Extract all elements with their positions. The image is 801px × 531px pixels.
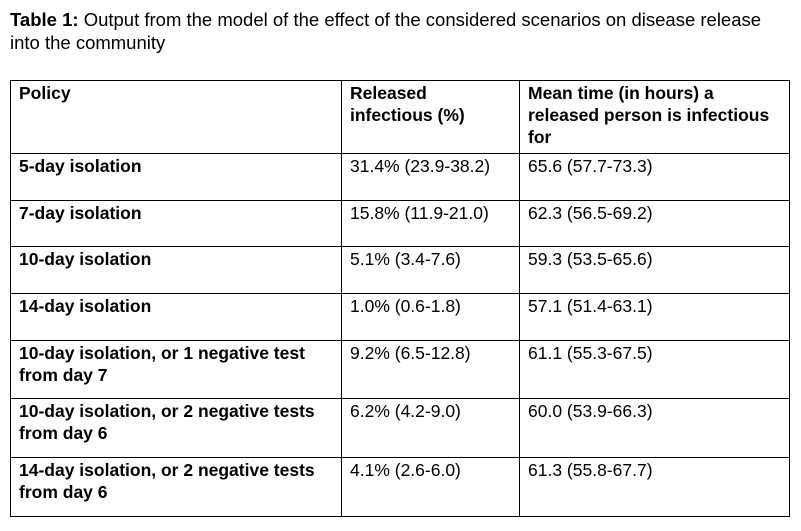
released-cell: 1.0% (0.6-1.8): [341, 293, 520, 341]
table-header-row: Policy Released infectious (%) Mean time…: [10, 80, 790, 154]
caption-text: Output from the model of the effect of t…: [10, 9, 762, 53]
released-cell: 9.2% (6.5-12.8): [341, 340, 520, 399]
header-mean-time: Mean time (in hours) a released person i…: [519, 80, 790, 154]
table-caption: Table 1: Output from the model of the ef…: [10, 8, 790, 54]
mean-time-cell: 65.6 (57.7-73.3): [519, 153, 790, 201]
mean-time-cell: 60.0 (53.9-66.3): [519, 398, 790, 458]
released-cell: 15.8% (11.9-21.0): [341, 200, 520, 247]
policy-cell: 10-day isolation, or 2 negative tests fr…: [10, 398, 342, 458]
policy-cell: 7-day isolation: [10, 200, 342, 247]
mean-time-cell: 62.3 (56.5-69.2): [519, 200, 790, 247]
mean-time-cell: 61.3 (55.8-67.7): [519, 457, 790, 517]
mean-time-cell: 57.1 (51.4-63.1): [519, 293, 790, 341]
policy-cell: 14-day isolation: [10, 293, 342, 341]
header-released-infectious: Released infectious (%): [341, 80, 520, 154]
released-cell: 5.1% (3.4-7.6): [341, 246, 520, 294]
policy-cell: 14-day isolation, or 2 negative tests fr…: [10, 457, 342, 517]
policy-cell: 5-day isolation: [10, 153, 342, 201]
table-row: 5-day isolation 31.4% (23.9-38.2) 65.6 (…: [10, 153, 790, 201]
released-cell: 6.2% (4.2-9.0): [341, 398, 520, 458]
released-cell: 31.4% (23.9-38.2): [341, 153, 520, 201]
table-row: 7-day isolation 15.8% (11.9-21.0) 62.3 (…: [10, 200, 790, 247]
table-row: 14-day isolation, or 2 negative tests fr…: [10, 457, 790, 517]
mean-time-cell: 59.3 (53.5-65.6): [519, 246, 790, 294]
table-row: 14-day isolation 1.0% (0.6-1.8) 57.1 (51…: [10, 293, 790, 341]
table-row: 10-day isolation 5.1% (3.4-7.6) 59.3 (53…: [10, 246, 790, 294]
policy-cell: 10-day isolation, or 1 negative test fro…: [10, 340, 342, 399]
caption-label: Table 1:: [10, 9, 79, 30]
released-cell: 4.1% (2.6-6.0): [341, 457, 520, 517]
header-policy: Policy: [10, 80, 342, 154]
table-row: 10-day isolation, or 2 negative tests fr…: [10, 398, 790, 458]
table-row: 10-day isolation, or 1 negative test fro…: [10, 340, 790, 399]
mean-time-cell: 61.1 (55.3-67.5): [519, 340, 790, 399]
results-table: Policy Released infectious (%) Mean time…: [10, 80, 790, 517]
policy-cell: 10-day isolation: [10, 246, 342, 294]
